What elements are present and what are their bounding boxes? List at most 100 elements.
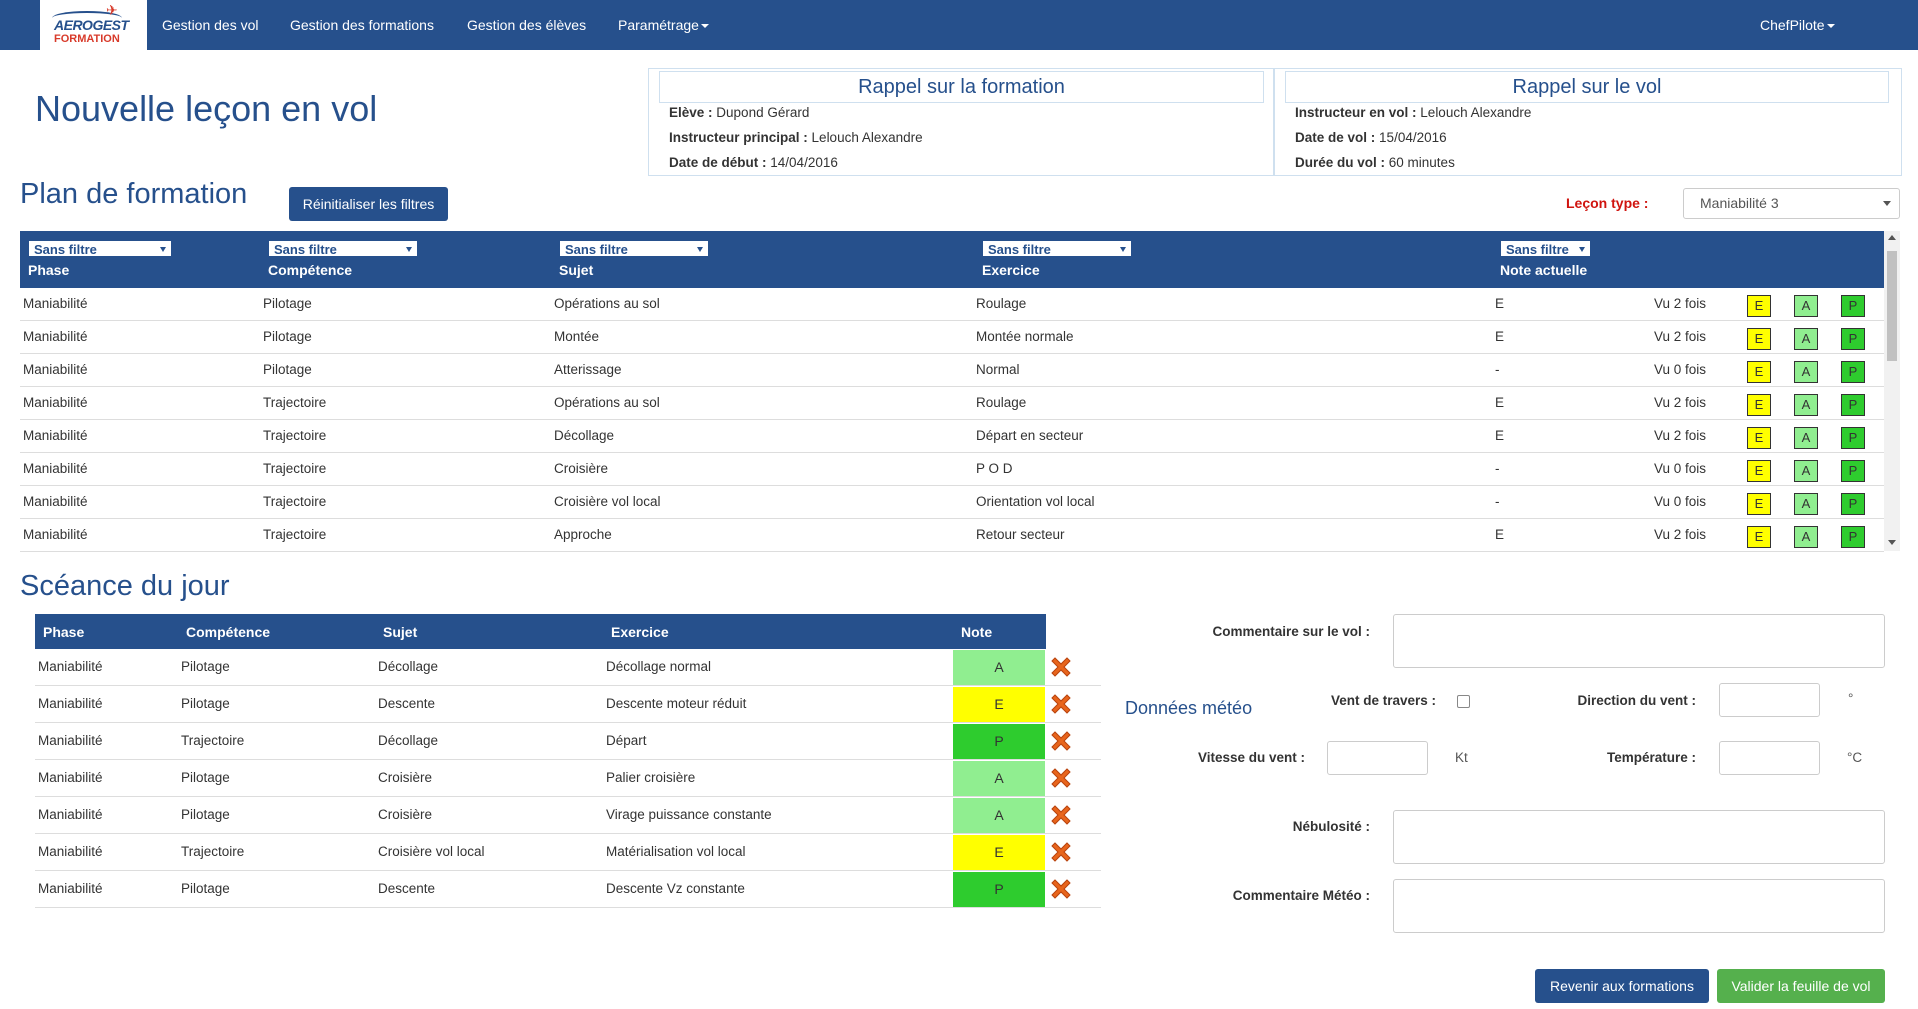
plan-cell-sujet: Atterissage xyxy=(554,362,622,377)
seance-row: Maniabilité Pilotage Décollage Décollage no… xyxy=(35,649,1101,686)
note-p-button[interactable]: P xyxy=(1841,295,1865,317)
seance-cell-phase: Maniabilité xyxy=(38,881,103,896)
delete-x-icon[interactable] xyxy=(1048,654,1074,680)
vitesse-vent-input[interactable] xyxy=(1327,741,1428,775)
note-p-button[interactable]: P xyxy=(1841,460,1865,482)
nav-gestion-formations[interactable]: Gestion des formations xyxy=(290,17,434,33)
note-a-button[interactable]: A xyxy=(1794,295,1818,317)
plan-row[interactable]: Maniabilité Pilotage Montée Montée normale E… xyxy=(20,321,1884,354)
plan-row[interactable]: Maniabilité Pilotage Opérations au sol Roul… xyxy=(20,288,1884,321)
delete-x-icon[interactable] xyxy=(1048,728,1074,754)
note-e-button[interactable]: E xyxy=(1747,361,1771,383)
note-p-button[interactable]: P xyxy=(1841,394,1865,416)
plan-row[interactable]: Maniabilité Trajectoire Approche Retour sec… xyxy=(20,519,1884,552)
delete-x-icon[interactable] xyxy=(1048,802,1074,828)
note-a-button[interactable]: A xyxy=(1794,328,1818,350)
plan-cell-phase: Maniabilité xyxy=(23,428,88,443)
commentaire-meteo-textarea[interactable] xyxy=(1393,879,1885,933)
plan-cell-note: - xyxy=(1495,494,1500,509)
nav-user-menu[interactable]: ChefPilote xyxy=(1760,17,1835,33)
nav-gestion-eleves[interactable]: Gestion des élèves xyxy=(467,17,587,33)
filter-competence[interactable]: Sans filtre xyxy=(268,240,418,257)
delete-x-icon[interactable] xyxy=(1048,876,1074,902)
lecon-type-value: Maniabilité 3 xyxy=(1700,195,1779,211)
back-to-formations-button[interactable]: Revenir aux formations xyxy=(1535,969,1709,1003)
lecon-type-select[interactable]: Maniabilité 3 xyxy=(1683,188,1900,219)
nebulosite-textarea[interactable] xyxy=(1393,810,1885,864)
note-p-button[interactable]: P xyxy=(1841,361,1865,383)
note-a-button[interactable]: A xyxy=(1794,427,1818,449)
aerogest-logo[interactable]: ✈ AEROGEST FORMATION xyxy=(40,0,147,50)
note-e-button[interactable]: E xyxy=(1747,493,1771,515)
seance-note-badge: E xyxy=(953,687,1045,722)
direction-vent-input[interactable] xyxy=(1719,683,1820,717)
note-p-button[interactable]: P xyxy=(1841,493,1865,515)
note-e-button[interactable]: E xyxy=(1747,295,1771,317)
filter-sujet[interactable]: Sans filtre xyxy=(559,240,709,257)
scroll-down-icon[interactable] xyxy=(1888,540,1896,545)
dropdown-arrow-icon xyxy=(160,247,166,252)
seance-cell-exercice: Matérialisation vol local xyxy=(606,844,746,859)
seance-cell-exercice: Virage puissance constante xyxy=(606,807,772,822)
plan-cell-phase: Maniabilité xyxy=(23,395,88,410)
delete-x-icon[interactable] xyxy=(1048,765,1074,791)
note-e-button[interactable]: E xyxy=(1747,328,1771,350)
note-p-button[interactable]: P xyxy=(1841,328,1865,350)
filter-phase[interactable]: Sans filtre xyxy=(28,240,172,257)
plan-cell-phase: Maniabilité xyxy=(23,461,88,476)
seance-note-badge: E xyxy=(953,835,1045,870)
recap-eleve-value: Dupond Gérard xyxy=(716,105,810,120)
note-p-button[interactable]: P xyxy=(1841,526,1865,548)
note-e-button[interactable]: E xyxy=(1747,460,1771,482)
filter-competence-label: Sans filtre xyxy=(274,242,337,257)
validate-flight-sheet-button[interactable]: Valider la feuille de vol xyxy=(1717,969,1885,1003)
scroll-up-icon[interactable] xyxy=(1888,235,1896,240)
recap-formation-title: Rappel sur la formation xyxy=(659,71,1264,103)
note-e-button[interactable]: E xyxy=(1747,394,1771,416)
plan-cell-phase: Maniabilité xyxy=(23,296,88,311)
logo-text-bottom: FORMATION xyxy=(54,33,120,45)
seance-row: Maniabilité Pilotage Croisière Virage puiss… xyxy=(35,797,1101,834)
scroll-thumb[interactable] xyxy=(1887,251,1897,361)
plan-cell-phase: Maniabilité xyxy=(23,362,88,377)
filter-note[interactable]: Sans filtre xyxy=(1500,240,1591,257)
nav-gestion-vol[interactable]: Gestion des vol xyxy=(162,17,259,33)
col-sujet: Sujet xyxy=(559,262,594,278)
chevron-down-icon xyxy=(1826,24,1835,29)
seance-cell-exercice: Descente moteur réduit xyxy=(606,696,747,711)
reset-filters-button[interactable]: Réinitialiser les filtres xyxy=(289,187,448,221)
recap-instructeur-vol-value: Lelouch Alexandre xyxy=(1420,105,1532,120)
note-e-button[interactable]: E xyxy=(1747,427,1771,449)
commentaire-vol-textarea[interactable] xyxy=(1393,614,1885,668)
plan-cell-vu: Vu 2 fois xyxy=(1654,428,1707,443)
nav-parametrage[interactable]: Paramétrage xyxy=(618,17,709,33)
note-p-button[interactable]: P xyxy=(1841,427,1865,449)
plan-scrollbar[interactable] xyxy=(1884,231,1900,551)
note-e-button[interactable]: E xyxy=(1747,526,1771,548)
delete-x-icon[interactable] xyxy=(1048,691,1074,717)
seance-cell-competence: Pilotage xyxy=(181,659,230,674)
plan-row[interactable]: Maniabilité Trajectoire Opérations au sol R… xyxy=(20,387,1884,420)
seance-col-note: Note xyxy=(961,624,993,640)
filter-exercice[interactable]: Sans filtre xyxy=(982,240,1132,257)
seance-cell-exercice: Palier croisière xyxy=(606,770,696,785)
plan-row[interactable]: Maniabilité Trajectoire Croisière P O D - Vu … xyxy=(20,453,1884,486)
note-a-button[interactable]: A xyxy=(1794,460,1818,482)
delete-x-icon[interactable] xyxy=(1048,839,1074,865)
note-a-button[interactable]: A xyxy=(1794,361,1818,383)
plan-cell-sujet: Croisière vol local xyxy=(554,494,661,509)
plan-row[interactable]: Maniabilité Pilotage Atterissage Normal - Vu … xyxy=(20,354,1884,387)
recap-vol-title: Rappel sur le vol xyxy=(1285,71,1889,103)
note-a-button[interactable]: A xyxy=(1794,394,1818,416)
vent-travers-checkbox[interactable] xyxy=(1457,695,1470,708)
recap-date-debut: Date de début : 14/04/2016 xyxy=(669,155,838,170)
plan-row[interactable]: Maniabilité Trajectoire Décollage Départ en… xyxy=(20,420,1884,453)
col-phase: Phase xyxy=(28,262,70,278)
plan-cell-competence: Trajectoire xyxy=(263,527,327,542)
recap-instructeur-value: Lelouch Alexandre xyxy=(811,130,923,145)
temperature-input[interactable] xyxy=(1719,741,1820,775)
recap-eleve: Elève : Dupond Gérard xyxy=(669,105,809,120)
note-a-button[interactable]: A xyxy=(1794,493,1818,515)
note-a-button[interactable]: A xyxy=(1794,526,1818,548)
plan-row[interactable]: Maniabilité Trajectoire Croisière vol loca… xyxy=(20,486,1884,519)
